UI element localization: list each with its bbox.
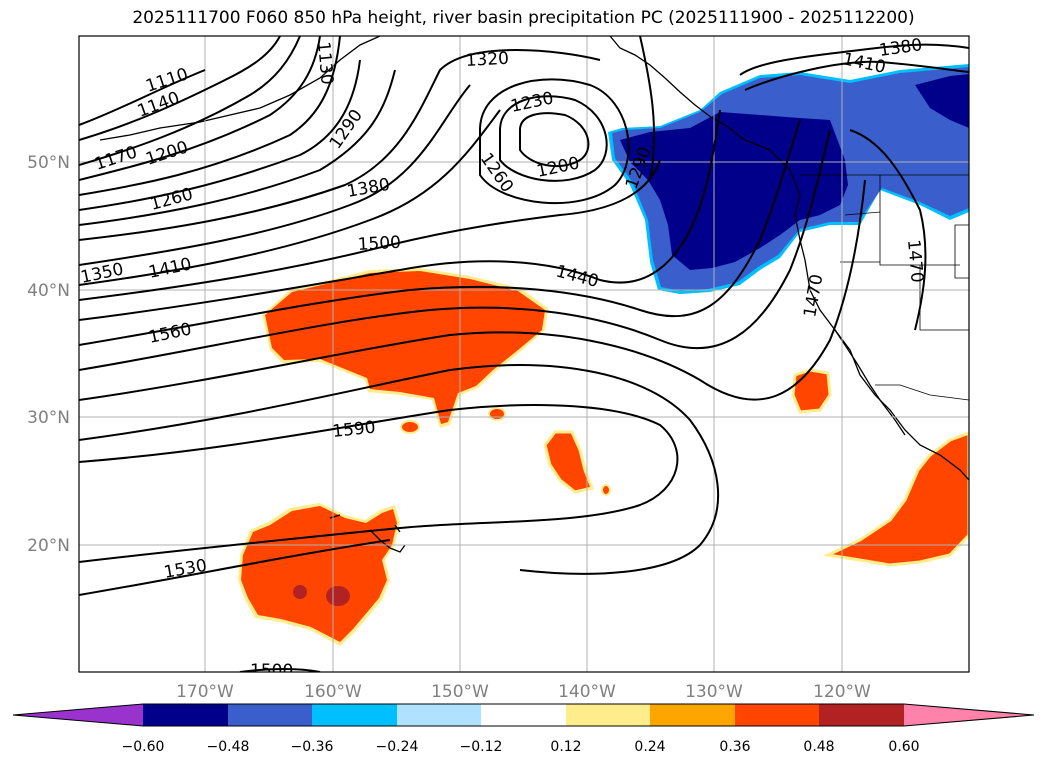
contour-label: 1320 <box>465 49 509 71</box>
contour-line-1170 <box>79 36 301 166</box>
colorbar-segment <box>566 704 650 726</box>
lon-label-160w: 160°W <box>304 682 362 702</box>
contour-line-east-1410 <box>744 60 969 91</box>
contour-line-1530 <box>79 179 866 401</box>
map-title: 2025111700 F060 850 hPa height, river ba… <box>132 8 915 28</box>
colorbar: −0.60 −0.48 −0.36 −0.24 −0.12 0.12 0.24 … <box>12 703 1035 755</box>
colorbar-segment <box>481 704 566 726</box>
positive-pc-hawaii-strong-2 <box>293 585 307 599</box>
political-boundaries <box>800 174 969 401</box>
contour-line-1110 <box>79 69 206 126</box>
alaska-panhandle-coast <box>609 36 726 126</box>
contour-line-1140 <box>79 36 281 141</box>
contour-line-east-1470 <box>849 129 927 331</box>
contour-line-low-1260 <box>479 78 630 205</box>
plot-area: 1110 1140 1170 1200 1260 1350 1410 1560 … <box>79 36 969 681</box>
contour-label: 1130 <box>313 41 337 86</box>
colorbar-tick-label: −0.36 <box>291 739 334 755</box>
lat-label-50n: 50°N <box>27 153 70 173</box>
contour-line-1290 <box>79 69 396 226</box>
contour-line-1560-south <box>79 539 391 596</box>
lon-label-130w: 130°W <box>685 682 743 702</box>
us-state-lines <box>840 175 969 331</box>
contour-line-1410 <box>79 159 661 301</box>
colorbar-tick-label: 0.12 <box>550 739 581 755</box>
negative-pc-core-ne <box>915 74 969 128</box>
positive-pc-central-pacific-core <box>265 271 545 424</box>
positive-pc-baja <box>791 368 832 414</box>
contour-line-1380 <box>79 109 501 286</box>
colorbar-outline <box>12 703 1035 727</box>
contour-line-1590 <box>79 404 679 563</box>
positive-pc-hawaii-strong <box>326 586 350 606</box>
negative-pc-region <box>608 64 969 294</box>
plot-frame <box>78 35 970 673</box>
contour-line-1350 <box>79 84 471 266</box>
colorbar-segment <box>650 704 735 726</box>
contour-line-1500-south <box>239 668 321 672</box>
contour-labels: 1110 1140 1170 1200 1260 1350 1410 1560 … <box>79 36 927 681</box>
colorbar-extend-right <box>904 704 1034 726</box>
contour-label: 1500 <box>250 661 293 681</box>
colorbar-segment <box>312 704 397 726</box>
lon-label-120w: 120°W <box>813 682 871 702</box>
colorbar-segment <box>397 704 481 726</box>
contour-line-low-1230 <box>499 95 608 182</box>
colorbar-segment <box>735 704 819 726</box>
positive-pc-small-1 <box>488 407 506 421</box>
contour-label: 1500 <box>357 233 401 255</box>
contour-line-1440 <box>79 109 721 321</box>
lat-label-30n: 30°N <box>27 408 70 428</box>
positive-pc-small-3 <box>601 484 611 496</box>
contour-label: 1470 <box>903 239 927 284</box>
coastlines <box>99 36 969 553</box>
colorbar-ticks: −0.60 −0.48 −0.36 −0.24 −0.12 0.12 0.24 … <box>122 739 920 755</box>
lat-label-40n: 40°N <box>27 281 70 301</box>
colorbar-segment <box>819 704 904 726</box>
contour-line-1230 <box>79 36 341 196</box>
us-mexico-border <box>875 384 969 401</box>
colorbar-tick-label: −0.60 <box>122 739 165 755</box>
positive-pc-regions <box>238 268 969 646</box>
baja-peninsula <box>834 329 906 436</box>
contour-line-east-1290 <box>639 36 656 181</box>
colorbar-tick-label: −0.48 <box>207 739 250 755</box>
contour-line-1200 <box>79 36 321 181</box>
positive-pc-subtropical <box>543 430 595 494</box>
contour-label: 1590 <box>331 418 376 442</box>
contour-line-1470 <box>79 119 801 346</box>
height-contours <box>79 36 969 672</box>
positive-pc-small-2 <box>400 420 420 434</box>
north-america-west-coast <box>724 124 969 481</box>
colorbar-segment <box>228 704 312 726</box>
contour-line-east-1380 <box>739 43 969 76</box>
colorbar-tick-label: −0.24 <box>376 739 419 755</box>
colorbar-tick-label: 0.36 <box>719 739 750 755</box>
lon-label-140w: 140°W <box>558 682 616 702</box>
latitude-axis: 50°N 40°N 30°N 20°N <box>27 153 70 556</box>
positive-pc-mexico <box>822 431 969 567</box>
colorbar-segment <box>143 704 228 726</box>
alaska-coast <box>99 36 381 141</box>
longitude-axis: 170°W 160°W 150°W 140°W 130°W 120°W <box>176 682 871 702</box>
colorbar-extend-left <box>13 704 143 726</box>
contour-line-1260 <box>79 59 361 211</box>
contour-line-low-1200 <box>519 112 590 168</box>
lon-label-170w: 170°W <box>176 682 234 702</box>
colorbar-tick-label: 0.60 <box>888 739 919 755</box>
contour-line-1560 <box>79 364 720 575</box>
contour-line-1320 <box>79 49 601 241</box>
lat-label-20n: 20°N <box>27 536 70 556</box>
contour-line-1500 <box>79 129 831 371</box>
lon-label-150w: 150°W <box>431 682 489 702</box>
colorbar-tick-label: 0.48 <box>803 739 834 755</box>
colorbar-tick-label: 0.24 <box>634 739 665 755</box>
colorbar-tick-label: −0.12 <box>460 739 503 755</box>
